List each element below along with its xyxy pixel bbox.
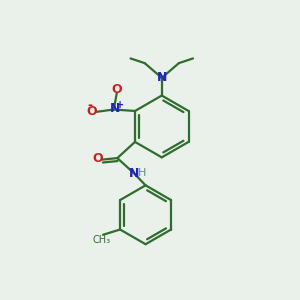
Text: H: H <box>138 168 147 178</box>
Text: +: + <box>116 100 124 110</box>
Text: CH₃: CH₃ <box>92 235 111 245</box>
Text: N: N <box>157 71 167 84</box>
Text: O: O <box>92 152 103 165</box>
Text: N: N <box>110 102 120 115</box>
Text: -: - <box>88 99 93 112</box>
Text: O: O <box>86 105 97 119</box>
Text: N: N <box>129 167 140 180</box>
Text: O: O <box>111 83 122 96</box>
